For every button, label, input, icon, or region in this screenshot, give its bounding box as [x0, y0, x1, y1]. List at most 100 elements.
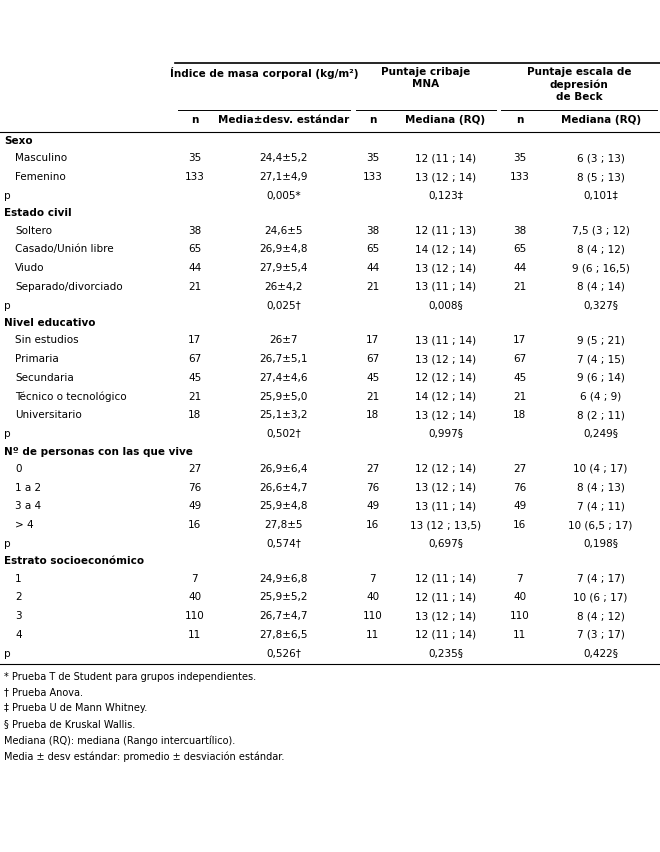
Text: Nº de personas con las que vive: Nº de personas con las que vive: [4, 446, 193, 456]
Text: 27,8±6,5: 27,8±6,5: [259, 629, 308, 639]
Text: Estrato socioeconómico: Estrato socioeconómico: [4, 556, 145, 566]
Text: 2: 2: [15, 591, 22, 602]
Text: 17: 17: [513, 335, 527, 345]
Text: 8 (2 ; 11): 8 (2 ; 11): [577, 410, 624, 420]
Text: Separado/divorciado: Separado/divorciado: [15, 282, 123, 291]
Text: 25,1±3,2: 25,1±3,2: [259, 410, 308, 420]
Text: 6 (4 ; 9): 6 (4 ; 9): [580, 391, 621, 401]
Text: 44: 44: [513, 263, 527, 273]
Text: 13 (12 ; 13,5): 13 (12 ; 13,5): [410, 520, 481, 529]
Text: Secundaria: Secundaria: [15, 372, 74, 383]
Text: 16: 16: [366, 520, 379, 529]
Text: 12 (11 ; 14): 12 (11 ; 14): [415, 573, 476, 583]
Text: p: p: [4, 429, 11, 439]
Text: 27,8±5: 27,8±5: [265, 520, 303, 529]
Text: 25,9±4,8: 25,9±4,8: [259, 501, 308, 511]
Text: 0,008§: 0,008§: [428, 301, 463, 310]
Text: 0,123‡: 0,123‡: [428, 191, 463, 201]
Text: Índice de masa corporal (kg/m²): Índice de masa corporal (kg/m²): [170, 66, 358, 78]
Text: Puntaje escala de
depresión
de Beck: Puntaje escala de depresión de Beck: [527, 66, 632, 102]
Text: Media ± desv estándar: promedio ± desviación estándar.: Media ± desv estándar: promedio ± desvia…: [4, 751, 284, 761]
Text: 76: 76: [366, 482, 379, 492]
Text: 44: 44: [188, 263, 201, 273]
Text: 21: 21: [366, 282, 379, 291]
Text: Sin estudios: Sin estudios: [15, 335, 79, 345]
Text: 49: 49: [366, 501, 379, 511]
Text: 11: 11: [366, 629, 379, 639]
Text: 7 (3 ; 17): 7 (3 ; 17): [577, 629, 624, 639]
Text: 13 (11 ; 14): 13 (11 ; 14): [415, 501, 476, 511]
Text: 12 (12 ; 14): 12 (12 ; 14): [415, 372, 476, 383]
Text: 3 a 4: 3 a 4: [15, 501, 42, 511]
Text: 26,6±4,7: 26,6±4,7: [259, 482, 308, 492]
Text: 67: 67: [188, 354, 201, 364]
Text: 9 (6 ; 14): 9 (6 ; 14): [577, 372, 624, 383]
Text: 0,697§: 0,697§: [428, 538, 463, 548]
Text: 21: 21: [188, 391, 201, 401]
Text: 7: 7: [191, 573, 198, 583]
Text: 67: 67: [513, 354, 527, 364]
Text: Nivel educativo: Nivel educativo: [4, 318, 96, 328]
Text: 0,101‡: 0,101‡: [583, 191, 618, 201]
Text: 25,9±5,0: 25,9±5,0: [259, 391, 308, 401]
Text: 49: 49: [513, 501, 527, 511]
Text: 8 (5 ; 13): 8 (5 ; 13): [577, 172, 624, 182]
Text: 7 (4 ; 15): 7 (4 ; 15): [577, 354, 624, 364]
Text: 45: 45: [188, 372, 201, 383]
Text: 4: 4: [15, 629, 22, 639]
Text: 25,9±5,2: 25,9±5,2: [259, 591, 308, 602]
Text: 0,005*: 0,005*: [267, 191, 301, 201]
Text: n: n: [191, 115, 199, 125]
Text: 21: 21: [513, 282, 527, 291]
Text: 13 (12 ; 14): 13 (12 ; 14): [415, 172, 476, 182]
Text: 7: 7: [516, 573, 523, 583]
Text: 8 (4 ; 12): 8 (4 ; 12): [577, 610, 624, 620]
Text: † Prueba Anova.: † Prueba Anova.: [4, 687, 83, 697]
Text: 27,9±5,4: 27,9±5,4: [259, 263, 308, 273]
Text: 8 (4 ; 14): 8 (4 ; 14): [577, 282, 624, 291]
Text: 21: 21: [188, 282, 201, 291]
Text: 17: 17: [188, 335, 201, 345]
Text: 44: 44: [366, 263, 379, 273]
Text: 38: 38: [513, 226, 527, 235]
Text: 24,9±6,8: 24,9±6,8: [259, 573, 308, 583]
Text: 0,502†: 0,502†: [267, 429, 301, 439]
Text: 12 (11 ; 14): 12 (11 ; 14): [415, 629, 476, 639]
Text: 35: 35: [188, 153, 201, 164]
Text: 13 (11 ; 14): 13 (11 ; 14): [415, 282, 476, 291]
Text: 26,9±4,8: 26,9±4,8: [259, 245, 308, 254]
Text: 0,422§: 0,422§: [583, 648, 618, 658]
Text: 65: 65: [513, 245, 527, 254]
Text: 12 (11 ; 14): 12 (11 ; 14): [415, 153, 476, 164]
Text: Puntaje cribaje
MNA: Puntaje cribaje MNA: [381, 66, 471, 89]
Text: 14 (12 ; 14): 14 (12 ; 14): [415, 391, 476, 401]
Text: 133: 133: [510, 172, 530, 182]
Text: 0,198§: 0,198§: [583, 538, 618, 548]
Text: 49: 49: [188, 501, 201, 511]
Text: 24,6±5: 24,6±5: [265, 226, 303, 235]
Text: 0,526†: 0,526†: [267, 648, 301, 658]
Text: § Prueba de Kruskal Wallis.: § Prueba de Kruskal Wallis.: [4, 718, 135, 728]
Text: 21: 21: [513, 391, 527, 401]
Text: 0,327§: 0,327§: [583, 301, 618, 310]
Text: 38: 38: [366, 226, 379, 235]
Text: 26±4,2: 26±4,2: [265, 282, 303, 291]
Text: p: p: [4, 301, 11, 310]
Text: 27,4±4,6: 27,4±4,6: [259, 372, 308, 383]
Text: 38: 38: [188, 226, 201, 235]
Text: 0,574†: 0,574†: [267, 538, 301, 548]
Text: 110: 110: [185, 610, 205, 620]
Text: 27: 27: [513, 463, 527, 474]
Text: 9 (5 ; 21): 9 (5 ; 21): [577, 335, 624, 345]
Text: 9 (6 ; 16,5): 9 (6 ; 16,5): [572, 263, 630, 273]
Text: 21: 21: [366, 391, 379, 401]
Text: 7 (4 ; 17): 7 (4 ; 17): [577, 573, 624, 583]
Text: 0,249§: 0,249§: [583, 429, 618, 439]
Text: 7 (4 ; 11): 7 (4 ; 11): [577, 501, 624, 511]
Text: 110: 110: [363, 610, 383, 620]
Text: 13 (12 ; 14): 13 (12 ; 14): [415, 482, 476, 492]
Text: 76: 76: [513, 482, 527, 492]
Text: Universitario: Universitario: [15, 410, 82, 420]
Text: 0,997§: 0,997§: [428, 429, 463, 439]
Text: 35: 35: [366, 153, 379, 164]
